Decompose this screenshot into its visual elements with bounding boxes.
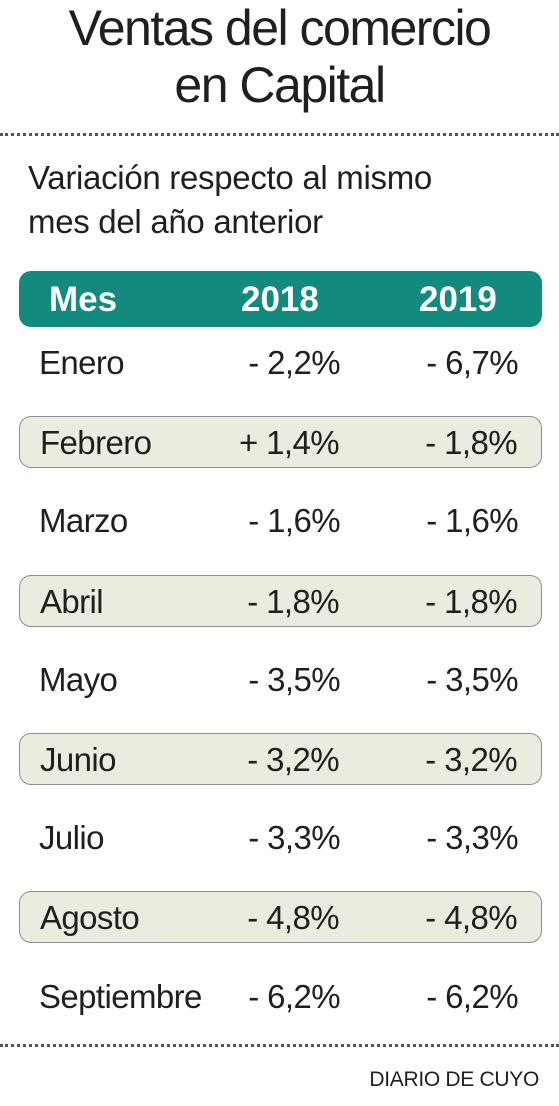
table-row: Marzo - 1,6% - 1,6%: [19, 495, 542, 547]
cell-2018: - 3,2%: [247, 741, 339, 778]
header-2018: 2018: [241, 280, 319, 319]
cell-2019: - 3,2%: [425, 741, 517, 778]
cell-mes: Julio: [39, 819, 104, 856]
cell-2018: - 3,3%: [248, 819, 340, 856]
cell-2018: - 1,8%: [247, 583, 339, 620]
table-row: Agosto - 4,8% - 4,8%: [19, 891, 542, 943]
cell-mes: Agosto: [40, 899, 140, 936]
chart-title-line-2: en Capital: [174, 57, 386, 113]
cell-2019: - 1,6%: [426, 502, 518, 539]
cell-2019: - 1,8%: [425, 424, 517, 461]
chart-title-line-1: Ventas del comercio: [68, 0, 492, 56]
cell-mes: Abril: [40, 583, 104, 620]
cell-2018: - 3,5%: [248, 661, 340, 698]
cell-mes: Enero: [39, 344, 125, 381]
cell-2018: - 2,2%: [248, 344, 340, 381]
table-row: Septiembre - 6,2% - 6,2%: [19, 971, 542, 1023]
cell-2019: - 3,5%: [426, 661, 518, 698]
bottom-dotted-divider: [0, 1044, 559, 1047]
table-header: Mes 2018 2019: [19, 271, 542, 327]
cell-2018: - 6,2%: [248, 978, 340, 1015]
cell-2018: + 1,4%: [238, 424, 340, 461]
cell-2019: - 4,8%: [425, 899, 517, 936]
top-dotted-divider: [0, 133, 559, 136]
cell-2019: - 1,8%: [425, 583, 517, 620]
table-row: Julio - 3,3% - 3,3%: [19, 812, 542, 864]
chart-title: Ventas del comercio en Capital: [0, 0, 559, 114]
table-row: Junio - 3,2% - 3,2%: [19, 733, 542, 785]
cell-mes: Febrero: [40, 424, 152, 461]
cell-2019: - 6,7%: [426, 344, 518, 381]
chart-subtitle: Variación respecto al mismo mes del año …: [28, 156, 548, 244]
cell-2019: - 6,2%: [426, 978, 518, 1015]
source-credit: DIARIO DE CUYO: [369, 1068, 539, 1091]
cell-2018: - 4,8%: [247, 899, 339, 936]
chart-subtitle-line-2: mes del año anterior: [28, 203, 323, 240]
chart-subtitle-line-1: Variación respecto al mismo: [28, 159, 432, 196]
table-row: Abril - 1,8% - 1,8%: [19, 575, 542, 627]
cell-2019: - 3,3%: [426, 819, 518, 856]
cell-mes: Septiembre: [39, 978, 202, 1015]
cell-mes: Mayo: [39, 661, 118, 698]
header-2019: 2019: [419, 280, 497, 319]
table-row: Enero - 2,2% - 6,7%: [19, 337, 542, 389]
cell-mes: Junio: [40, 741, 117, 778]
table-row: Mayo - 3,5% - 3,5%: [19, 654, 542, 706]
cell-mes: Marzo: [39, 502, 128, 539]
header-mes: Mes: [49, 280, 118, 319]
table-row: Febrero + 1,4% - 1,8%: [19, 416, 542, 468]
cell-2018: - 1,6%: [248, 502, 340, 539]
